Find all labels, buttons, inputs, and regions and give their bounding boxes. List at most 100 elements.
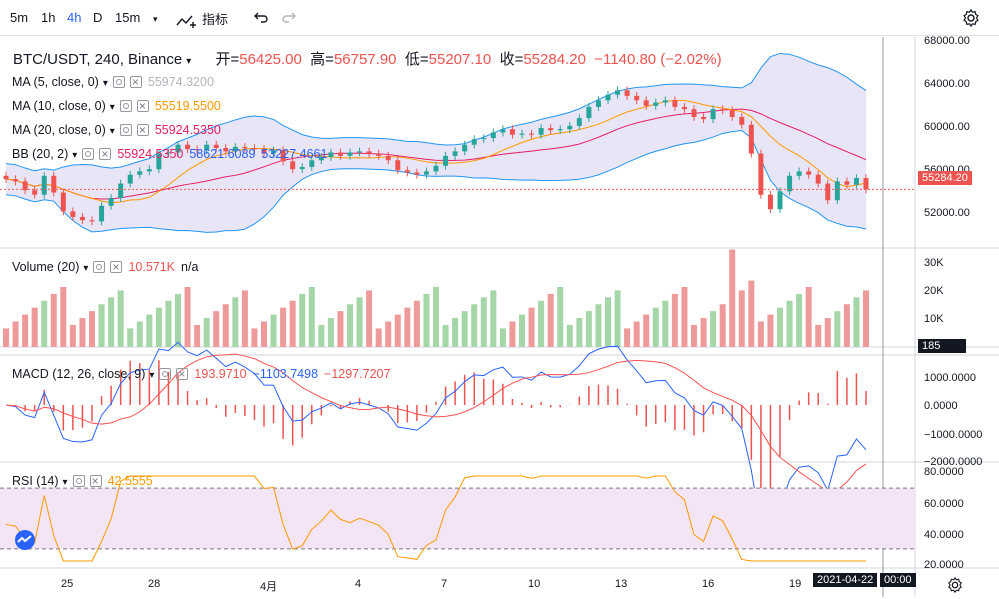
symbol-chevron-icon[interactable]: ▾ (186, 56, 192, 67)
candle-body (681, 106, 687, 110)
candle-body (89, 220, 95, 222)
eye-icon[interactable] (119, 124, 132, 136)
volume-bar (719, 304, 726, 347)
candle-body (500, 129, 506, 133)
close-icon[interactable] (136, 122, 149, 138)
legend-ma20: MA (20, close, 0)▾ 55924.5350 (12, 122, 221, 140)
chevron-down-icon[interactable]: ▾ (72, 150, 78, 161)
volume-bar (815, 324, 822, 347)
volume-bar (213, 311, 220, 347)
rsi-tick: 80.0000 (924, 466, 964, 478)
ma5-name[interactable]: MA (5, close, 0) (12, 75, 99, 89)
volume-bar (175, 293, 181, 347)
candle-body (825, 183, 831, 201)
close-icon[interactable] (136, 98, 149, 114)
date-tick: 16 (702, 578, 715, 590)
candle-body (806, 171, 812, 175)
date-tick: 4 (355, 578, 362, 590)
chevron-down-icon[interactable]: ▾ (109, 102, 115, 113)
close-icon[interactable] (176, 366, 189, 382)
redo-icon[interactable] (281, 9, 297, 30)
eye-icon[interactable] (119, 100, 132, 112)
candle-body (99, 205, 105, 222)
candle-body (844, 181, 850, 185)
tradingview-logo-icon[interactable] (12, 530, 38, 555)
chart-settings-gear-icon[interactable] (946, 576, 964, 599)
close-icon[interactable] (110, 259, 123, 275)
candle-body (165, 152, 171, 154)
date-tick: 10 (528, 578, 541, 590)
candle-body (22, 181, 28, 191)
candle-body (328, 152, 334, 157)
chart-canvas[interactable] (0, 37, 999, 597)
candle-body (557, 129, 563, 131)
volume-bar (3, 328, 9, 347)
candle-body (443, 155, 449, 166)
candle-body (834, 181, 840, 201)
rsi-name[interactable]: RSI (14) (12, 474, 59, 488)
chevron-down-icon[interactable]: ▾ (102, 78, 108, 89)
eye-icon[interactable] (93, 261, 106, 273)
volume-bar (738, 290, 745, 347)
settings-gear-icon[interactable] (961, 8, 981, 33)
candle-body (653, 102, 659, 106)
candle-body (414, 172, 420, 175)
candle-body (796, 171, 802, 176)
rsi-tick: 40.0000 (924, 529, 964, 541)
indicators-button[interactable]: 指标 (176, 9, 228, 29)
candle-body (175, 144, 181, 153)
rsi-band-fill (0, 488, 915, 549)
volume-bar (413, 300, 420, 347)
chevron-down-icon[interactable]: ▾ (149, 370, 155, 381)
volume-bar (566, 324, 573, 347)
macd-name[interactable]: MACD (12, 26, close, 9) (12, 367, 146, 381)
macd-tick: 1000.0000 (924, 372, 976, 384)
volume-bar (404, 307, 411, 347)
timeframe-4h[interactable]: 4h (67, 10, 82, 25)
candle-body (251, 148, 257, 150)
eye-icon[interactable] (82, 148, 95, 160)
volume-bar (232, 297, 239, 347)
chevron-down-icon[interactable]: ▾ (62, 477, 68, 488)
ma10-name[interactable]: MA (10, close, 0) (12, 99, 106, 113)
eye-icon[interactable] (159, 368, 172, 380)
volume-bar (69, 324, 76, 347)
eye-icon[interactable] (72, 475, 85, 487)
candle-body (32, 190, 38, 195)
eye-icon[interactable] (112, 76, 125, 88)
volume-bar (356, 297, 363, 347)
close-icon[interactable] (99, 146, 112, 162)
symbol-title[interactable]: BTC/USDT, 240, Binance (13, 51, 183, 68)
timeframe-15m[interactable]: 15m (115, 10, 141, 25)
chevron-down-icon[interactable]: ▾ (83, 263, 89, 274)
timeframe-5m[interactable]: 5m (10, 10, 29, 25)
candle-body (299, 166, 305, 170)
close-icon[interactable] (129, 74, 142, 90)
candle-body (60, 192, 66, 212)
ma20-value: 55924.5350 (154, 123, 221, 137)
volume-tick: 30K (924, 257, 944, 269)
volume-bar (203, 318, 210, 347)
candle-body (385, 155, 391, 161)
timeframe-d[interactable]: D (93, 10, 103, 25)
candle-body (729, 110, 735, 117)
undo-icon[interactable] (253, 9, 269, 30)
candle-body (576, 118, 582, 126)
close-icon[interactable] (89, 473, 102, 489)
volume-bar (136, 321, 143, 347)
volume-bar (184, 286, 191, 347)
volume-bar (471, 304, 478, 347)
date-tick: 13 (615, 578, 628, 590)
timeframe-1h[interactable]: 1h (41, 10, 56, 25)
volume-bar (757, 321, 764, 347)
timeframe-dropdown-chevron-icon[interactable]: ▾ (153, 14, 158, 24)
candle-body (529, 133, 535, 135)
bb-name[interactable]: BB (20, 2) (12, 147, 69, 161)
macd-tick: −1000.0000 (924, 429, 983, 441)
volume-bar (605, 297, 611, 347)
crosshair-date-tag: 2021-04-22 (813, 573, 878, 587)
volume-name[interactable]: Volume (20) (12, 260, 80, 274)
ma20-name[interactable]: MA (20, close, 0) (12, 123, 106, 137)
volume-bar (60, 286, 67, 347)
chevron-down-icon[interactable]: ▾ (109, 126, 115, 137)
